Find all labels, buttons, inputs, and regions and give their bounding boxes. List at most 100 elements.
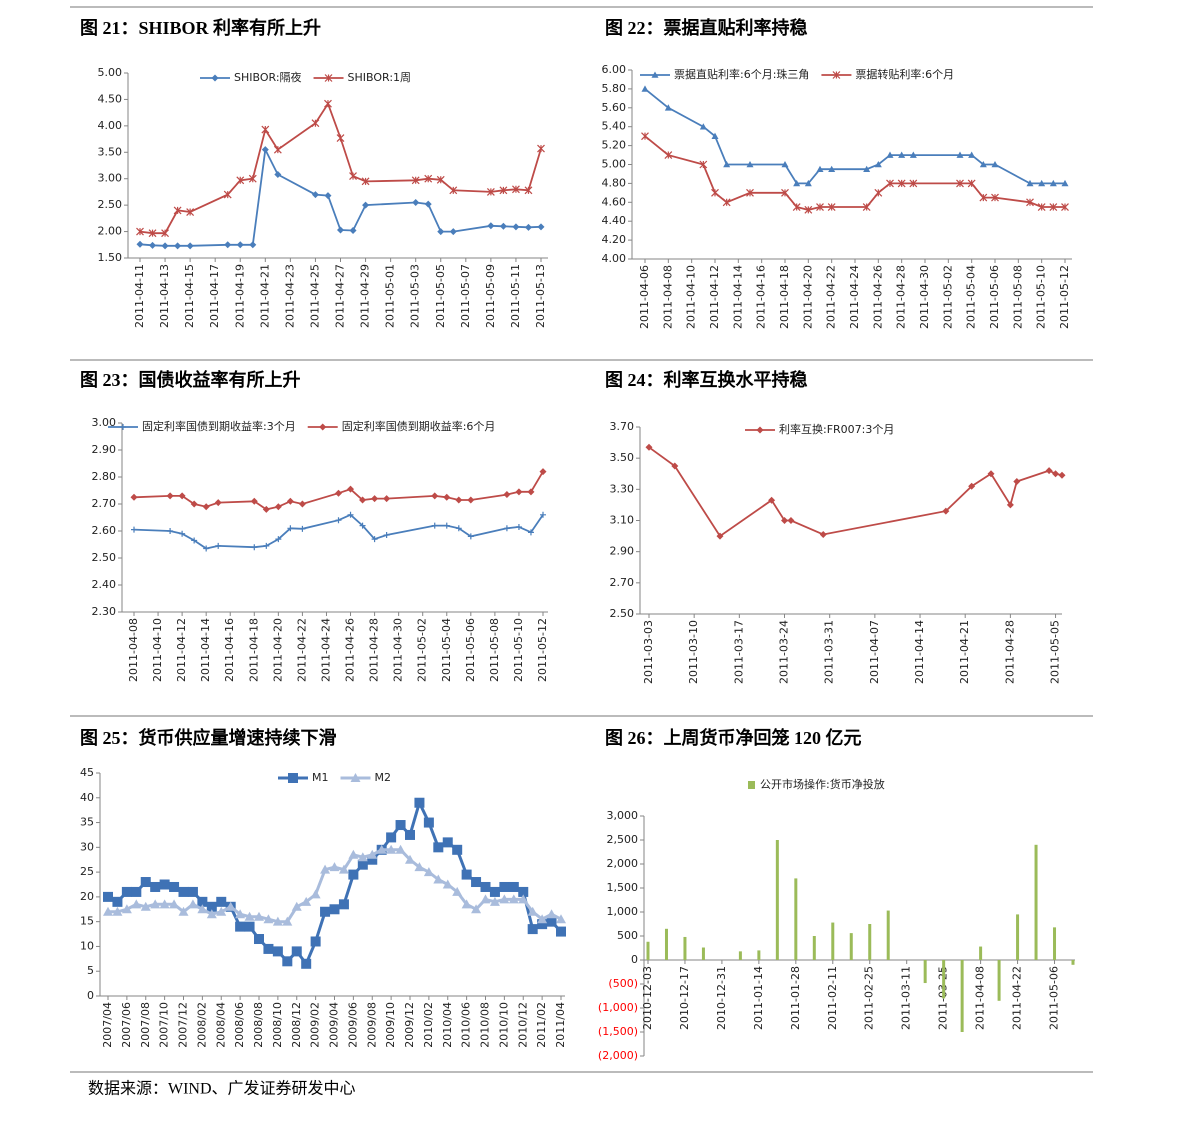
- marker: [539, 468, 547, 476]
- x-tick-label: 2011-04-14: [913, 620, 926, 684]
- marker: [149, 241, 157, 249]
- marker: [537, 919, 548, 930]
- marker: [112, 896, 123, 907]
- marker: [412, 199, 420, 206]
- marker: [159, 879, 170, 890]
- bar: [794, 878, 798, 960]
- marker: [357, 852, 368, 862]
- marker: [1049, 203, 1058, 211]
- marker: [527, 529, 534, 536]
- marker: [216, 896, 227, 907]
- marker: [248, 174, 257, 183]
- marker: [291, 946, 302, 957]
- marker: [298, 500, 306, 508]
- marker: [288, 773, 298, 783]
- marker: [499, 894, 510, 904]
- y-tick-label: 4.50: [98, 92, 123, 105]
- x-tick-label: 2011-04-30: [918, 265, 931, 329]
- y-tick-label: 3.00: [92, 416, 117, 429]
- x-tick-label: 2010-12-03: [641, 966, 654, 1030]
- x-tick-label: 2011-05-05: [1049, 620, 1062, 684]
- marker: [942, 507, 950, 515]
- marker: [383, 532, 390, 539]
- y-tick-label: 2.70: [610, 576, 635, 589]
- marker: [455, 525, 462, 532]
- marker: [979, 161, 987, 168]
- marker: [781, 161, 789, 168]
- bar: [738, 951, 742, 960]
- x-tick-label: 2011-04-27: [334, 264, 347, 328]
- series-line: [644, 88, 1065, 185]
- legend-label: 固定利率国债到期收益率:6个月: [342, 419, 496, 433]
- legend-label: M1: [312, 771, 329, 784]
- marker: [301, 958, 312, 969]
- marker: [187, 886, 198, 897]
- marker: [148, 229, 157, 238]
- marker: [909, 151, 917, 158]
- y-tick-label: 5.60: [602, 101, 627, 114]
- marker: [956, 151, 964, 158]
- bar: [831, 922, 835, 960]
- y-tick-label: 2.60: [92, 524, 117, 537]
- x-tick-label: 2011-03-11: [900, 966, 913, 1030]
- marker: [819, 531, 827, 539]
- marker: [664, 104, 672, 111]
- marker: [414, 797, 425, 808]
- y-tick-label: 3.10: [610, 514, 635, 527]
- x-tick-label: 2011-04-18: [778, 265, 791, 329]
- marker: [968, 151, 976, 158]
- y-tick-label: 1,000: [607, 905, 639, 918]
- legend-swatch: [748, 781, 755, 789]
- y-tick-label: 20: [80, 890, 94, 903]
- x-tick-label: 2007/06: [120, 1002, 133, 1048]
- marker: [169, 899, 180, 909]
- y-tick-label: 5.80: [602, 82, 627, 95]
- marker: [103, 906, 113, 916]
- legend-label: SHIBOR:1周: [348, 71, 412, 84]
- marker: [455, 496, 463, 504]
- x-tick-label: 2011-04-22: [295, 618, 308, 682]
- marker: [467, 533, 474, 540]
- marker: [173, 206, 182, 215]
- series-line: [139, 101, 542, 235]
- marker: [664, 151, 673, 159]
- marker: [424, 174, 433, 183]
- x-tick-label: 2011-04-25: [308, 264, 321, 328]
- x-tick-label: 2011-05-08: [488, 618, 501, 682]
- marker: [499, 186, 508, 195]
- y-tick-label: 4.00: [602, 252, 627, 265]
- bar: [646, 941, 650, 960]
- marker: [909, 179, 918, 188]
- marker: [746, 161, 754, 168]
- marker: [362, 201, 370, 209]
- bar: [701, 947, 705, 960]
- x-tick-label: 2011-04-14: [731, 265, 744, 329]
- marker: [967, 179, 976, 188]
- x-tick-label: 2011-03-17: [732, 620, 745, 684]
- x-tick-label: 2011-04-19: [233, 264, 246, 328]
- marker: [524, 186, 533, 195]
- x-tick-label: 2007/08: [139, 1002, 152, 1048]
- marker: [178, 886, 189, 897]
- marker: [443, 493, 451, 501]
- marker: [1037, 203, 1046, 211]
- marker: [781, 188, 789, 197]
- marker: [828, 165, 836, 173]
- marker: [515, 523, 522, 530]
- marker: [816, 165, 824, 173]
- marker: [361, 177, 370, 186]
- x-tick-label: 2008/02: [195, 1002, 208, 1048]
- x-tick-label: 2010/12: [516, 1002, 529, 1048]
- x-tick-label: 2011-03-03: [642, 620, 655, 684]
- marker: [874, 188, 883, 197]
- x-tick-label: 2010/08: [479, 1002, 492, 1048]
- y-tick-label: 4.20: [602, 233, 627, 246]
- x-tick-label: 2011-04-16: [755, 265, 768, 329]
- marker: [1045, 467, 1053, 475]
- marker: [349, 227, 357, 235]
- marker: [191, 537, 198, 544]
- marker: [437, 228, 445, 236]
- series-line: [133, 513, 544, 550]
- marker: [261, 125, 270, 134]
- legend-label: 固定利率国债到期收益率:3个月: [142, 419, 296, 433]
